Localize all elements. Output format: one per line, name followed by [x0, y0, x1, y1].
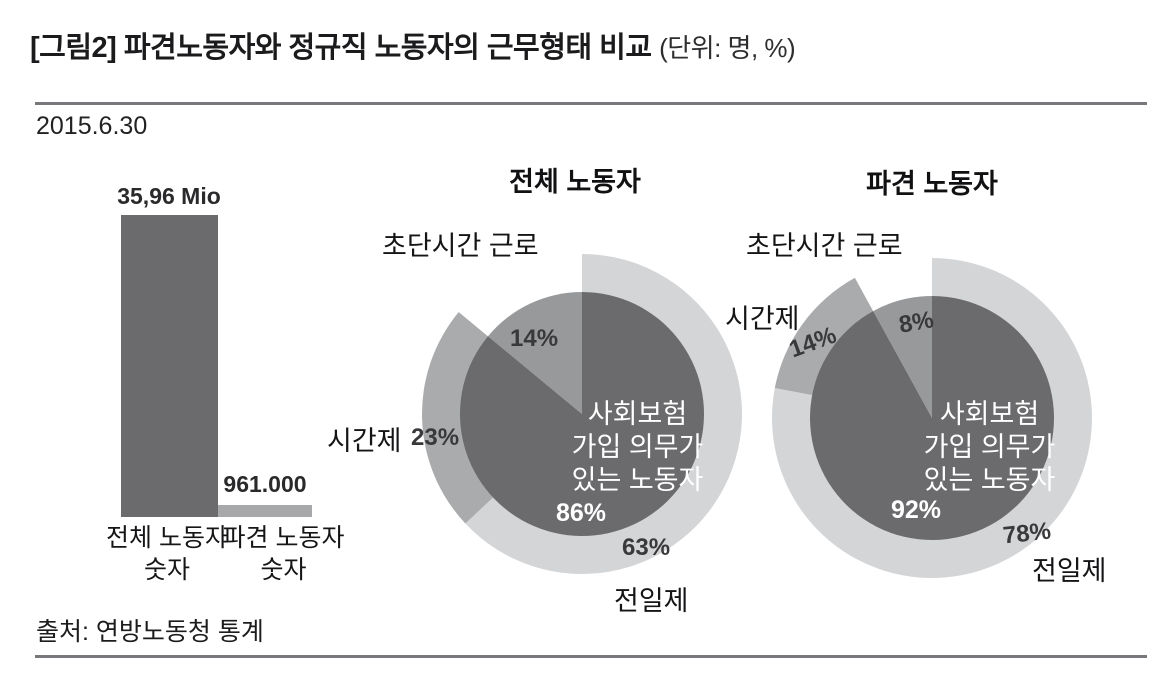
donut1-fulltime-pct: 63%: [622, 534, 671, 561]
divider-bottom: [35, 655, 1147, 658]
donut2-insured-label: 사회보험 가입 의무가 있는 노동자: [923, 399, 1056, 495]
donut1-insured-pct: 86%: [556, 499, 607, 527]
donut2-title: 파견 노동자: [866, 169, 998, 199]
bar-category-total: 전체 노동자 숫자: [106, 524, 228, 584]
donut2-fulltime-label: 전일제: [1032, 556, 1107, 586]
date-label: 2015.6.30: [36, 112, 148, 140]
donut-svg: [422, 254, 743, 574]
inner-pie-slice: [488, 292, 582, 414]
bar-value-total: 35,96 Mio: [117, 183, 221, 209]
donut1-fulltime-label: 전일제: [614, 586, 689, 616]
title-text: [그림2] 파견노동자와 정규직 노동자의 근무형태 비교: [30, 32, 652, 64]
donut2-fulltime-pct: 78%: [1001, 517, 1053, 550]
divider-top: [35, 102, 1147, 105]
donut1-uninsured-pct: 14%: [510, 325, 559, 352]
source-label: 출처: 연방노동청 통계: [36, 618, 264, 646]
bar-temp-workers: [218, 505, 312, 517]
donut1-title: 전체 노동자: [509, 167, 641, 197]
donut1-marginal-label: 초단시간 근로: [382, 231, 539, 261]
unit-note: (단위: 명, %): [659, 33, 796, 63]
donut2-parttime-label: 시간제: [725, 304, 800, 334]
donut1-chart: [422, 254, 743, 574]
inner-pie-slice: [873, 296, 932, 418]
donut2-chart: [771, 258, 1092, 578]
inner-pie-slice: [459, 292, 704, 536]
bar-value-temp: 961.000: [223, 471, 307, 497]
donut2-insured-pct: 92%: [891, 496, 942, 524]
inner-pie-slice: [810, 296, 1055, 540]
donut1-parttime-label: 시간제: [327, 426, 402, 456]
bar-category-temp: 파견 노동자 숫자: [222, 524, 345, 584]
donut2-uninsured-pct: 8%: [896, 306, 936, 339]
bar-total-workers: [121, 215, 218, 517]
page-title: [그림2] 파견노동자와 정규직 노동자의 근무형태 비교 (단위: 명, %): [30, 24, 796, 66]
donut1-insured-label: 사회보험 가입 의무가 있는 노동자: [571, 399, 704, 495]
donut1-parttime-pct: 23%: [411, 424, 460, 451]
donut-svg: [771, 258, 1092, 578]
donut2-marginal-label: 초단시간 근로: [746, 231, 903, 261]
